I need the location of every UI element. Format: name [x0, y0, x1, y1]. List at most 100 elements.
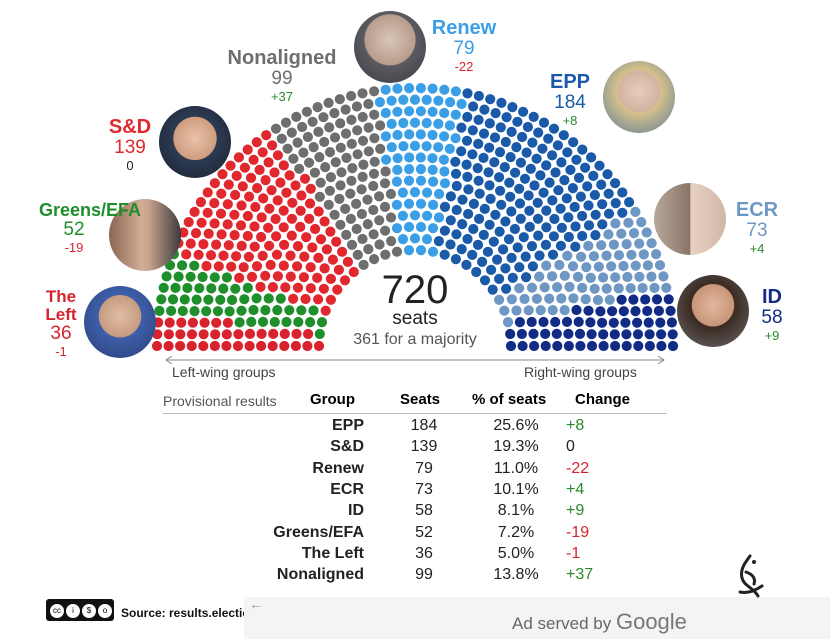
seat-dot — [527, 261, 538, 272]
seat-dot — [272, 195, 283, 206]
seat-dot — [620, 317, 631, 328]
seat-dot — [514, 183, 525, 194]
seat-dot — [569, 201, 580, 213]
seat-dot — [550, 316, 561, 328]
seat-dot — [257, 316, 269, 327]
seat-dot — [415, 198, 427, 209]
seat-dot — [512, 116, 523, 127]
seat-dot — [421, 94, 432, 105]
seat-dot — [409, 210, 421, 221]
seat-dot — [474, 188, 485, 199]
seat-dot — [212, 306, 223, 317]
seat-dot — [526, 241, 538, 252]
seat-dot — [392, 83, 403, 94]
seat-dot — [661, 282, 672, 293]
greens-leaders-photo — [109, 199, 181, 271]
table-cell-pct: 13.8% — [493, 566, 539, 584]
epp-leader-photo — [603, 61, 675, 133]
seat-dot — [434, 188, 445, 200]
seat-dot — [472, 239, 484, 250]
seat-dot — [538, 316, 549, 328]
seat-dot — [478, 128, 490, 139]
seat-dot — [524, 221, 535, 232]
table-cell-group: EPP — [331, 417, 364, 434]
table-cell-pct: 10.1% — [493, 480, 539, 498]
seat-dot — [391, 246, 403, 257]
seat-dot — [318, 283, 329, 294]
left-leader-photo — [84, 286, 156, 358]
seat-dot — [487, 284, 498, 295]
seat-dot — [550, 167, 561, 178]
seat-dot — [197, 271, 208, 283]
table-cell-group: The Left — [301, 544, 364, 562]
seat-dot — [268, 328, 279, 339]
group-name: The Left — [45, 287, 77, 324]
seat-dot — [292, 137, 303, 148]
seat-dot — [439, 166, 450, 177]
seat-dot — [658, 271, 669, 282]
table-cell-pct: 5.0% — [497, 544, 535, 562]
seat-dot — [325, 294, 336, 305]
seat-dot — [185, 238, 196, 249]
col-header-pct: % of seats — [472, 391, 547, 408]
group-name: Greens/EFA — [39, 200, 142, 220]
seat-dot — [574, 328, 586, 339]
seat-dot — [263, 157, 274, 168]
seat-dot — [335, 180, 346, 191]
seat-dot — [280, 282, 291, 293]
seat-dot — [510, 167, 521, 178]
seat-dot — [270, 123, 282, 134]
seat-dot — [301, 106, 312, 117]
seat-dot — [272, 150, 283, 161]
seat-dot — [467, 249, 478, 260]
seat-dot — [190, 228, 202, 239]
seat-dot — [643, 317, 654, 328]
group-label-id: ID 58 +9 — [752, 287, 792, 343]
seat-dot — [270, 213, 281, 225]
seat-dot — [403, 175, 415, 186]
seat-dot — [177, 260, 188, 271]
seat-dot — [333, 264, 344, 275]
seat-dot — [374, 215, 385, 226]
ecr-leader-photo — [654, 183, 726, 255]
seat-dot — [551, 328, 562, 339]
seat-dot — [409, 233, 421, 244]
ad-back-arrow-icon[interactable]: ← — [249, 596, 263, 612]
renew-leader-photo — [354, 11, 426, 83]
seat-dot — [245, 172, 257, 183]
seat-dot — [346, 138, 357, 149]
seat-dot — [267, 340, 278, 352]
seat-dot — [381, 154, 392, 165]
sd-leader-photo — [159, 106, 231, 178]
seat-dot — [656, 329, 667, 340]
seat-dot — [482, 246, 493, 257]
seat-dot — [161, 271, 172, 282]
seat-dot — [275, 177, 286, 188]
seat-dot — [503, 234, 515, 245]
seat-dot — [404, 152, 415, 163]
table-caption: Provisional results — [163, 393, 277, 409]
right-wing-label: Right-wing groups — [524, 364, 637, 380]
seat-dot — [649, 282, 660, 293]
seat-dot — [537, 143, 548, 154]
ad-banner[interactable] — [244, 597, 830, 639]
seat-dot — [300, 293, 311, 305]
seat-dot — [534, 250, 545, 261]
seat-dot — [304, 157, 315, 168]
total-seats-number: 720 — [381, 268, 449, 312]
group-change: 0 — [126, 157, 134, 173]
seat-dot — [415, 129, 426, 140]
seat-dot — [244, 191, 255, 202]
seat-dot — [242, 282, 253, 293]
seat-dot — [667, 329, 678, 340]
table-cell-change: +4 — [566, 480, 585, 498]
seat-dot — [357, 135, 369, 146]
seat-dot — [324, 185, 335, 196]
seat-dot — [314, 191, 325, 202]
table-cell-pct: 19.3% — [493, 438, 539, 456]
seat-dot — [335, 118, 346, 129]
seat-dot — [444, 143, 455, 154]
seat-dot — [392, 153, 403, 164]
seat-dot — [610, 340, 621, 352]
seat-dot — [275, 293, 286, 304]
